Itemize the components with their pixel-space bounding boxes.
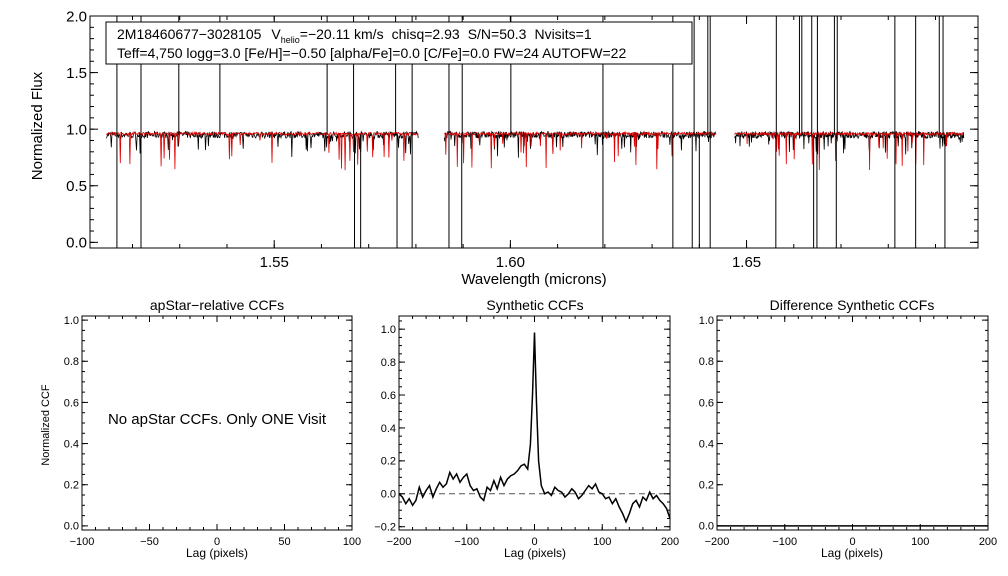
synthetic-ccf-panel: Synthetic CCFs −200 −100 0 100 200 −0.2 0.0 0.2… — [374, 297, 679, 560]
difference-ccf-title: Difference Synthetic CCFs — [770, 297, 935, 313]
difference-ccf-x-tick-label: 200 — [979, 536, 997, 548]
difference-ccf-frame — [716, 315, 989, 531]
difference-ccf-y-tick-label: 0.4 — [699, 438, 714, 450]
synthetic-model-line — [106, 130, 419, 171]
observed-spectrum-line — [106, 130, 419, 158]
synthetic-ccf-x-tick-label: −100 — [454, 536, 479, 548]
spectrum-y-tick-label: 0.0 — [66, 235, 87, 252]
synthetic-ccf-x-tick-label: 100 — [593, 536, 611, 548]
synthetic-ccf-title: Synthetic CCFs — [486, 297, 583, 313]
snr-value: S/N=50.3 — [468, 26, 527, 42]
difference-ccf-y-tick-label: 1.0 — [699, 315, 714, 327]
difference-ccf-x-label: Lag (pixels) — [821, 546, 883, 560]
spectrum-y-tick-label: 1.5 — [66, 65, 87, 82]
synthetic-ccf-x-tick-label: 200 — [661, 536, 679, 548]
apstar-ccf-x-tick-label: −50 — [140, 536, 159, 548]
synthetic-model-line — [734, 131, 965, 171]
info-line-2: Teff=4,750 logg=3.0 [Fe/H]=−0.50 [alpha/… — [117, 45, 626, 61]
info-box — [105, 21, 693, 65]
apstar-ccf-y-tick-label: 1.0 — [64, 315, 79, 327]
apstar-ccf-y-tick-label: 0.2 — [64, 480, 79, 492]
apstar-ccf-x-tick-label: 100 — [343, 536, 361, 548]
synthetic-model-line — [443, 130, 717, 170]
synthetic-ccf-data-layer — [398, 332, 671, 524]
spectrum-y-tick-label: 2.0 — [66, 8, 87, 25]
synthetic-ccf-x-label: Lag (pixels) — [504, 546, 566, 560]
difference-ccf-y-tick-label: 0.6 — [699, 397, 714, 409]
synthetic-ccf-line — [398, 332, 671, 524]
difference-ccf-x-tick-label: −100 — [772, 536, 797, 548]
difference-ccf-x-tick-label: −200 — [705, 536, 730, 548]
synthetic-ccf-y-tick-label: 0.0 — [381, 489, 396, 501]
apstar-ccf-y-tick-label: 0.6 — [64, 397, 79, 409]
spectrum-x-tick-label: 1.65 — [732, 254, 761, 271]
difference-ccf-x-tick-label: 0 — [849, 536, 855, 548]
observed-spectrum-line — [443, 130, 717, 158]
apstar-ccf-axes: −100 −50 0 50 100 0.0 0.2 0.4 0.6 0.8 1.0 — [64, 315, 361, 548]
synthetic-ccf-y-tick-label: −0.2 — [374, 522, 396, 534]
difference-ccf-axes: −200 −100 0 100 200 0.0 0.2 0.4 0.6 0.8 1.0 — [699, 315, 997, 548]
synthetic-ccf-axes: −200 −100 0 100 200 −0.2 0.0 0.2 0.4 0.6 0.8 1.0 — [374, 315, 679, 548]
vhelio-value: =−20.11 km/s — [300, 26, 384, 42]
spectrum-y-tick-label: 1.0 — [66, 121, 87, 138]
difference-ccf-y-tick-label: 0.8 — [699, 356, 714, 368]
spectrum-y-tick-label: 0.5 — [66, 178, 87, 195]
vhelio-subscript: helio — [281, 35, 300, 45]
difference-ccf-x-tick-label: 100 — [911, 536, 929, 548]
spectrum-frame — [89, 15, 979, 249]
apstar-ccf-panel: apStar−relative CCFs −100 −50 0 50 100 0.0 0.2… — [40, 297, 361, 560]
synthetic-ccf-y-tick-label: 0.2 — [381, 456, 396, 468]
apstar-ccf-x-tick-label: −100 — [70, 536, 95, 548]
star-id: 2M18460677−3028105 — [117, 26, 262, 42]
spectrum-y-label: Normalized Flux — [29, 71, 46, 180]
apstar-ccf-x-tick-label: 50 — [278, 536, 290, 548]
vhelio-label: V — [271, 26, 281, 42]
synthetic-ccf-x-tick-label: 0 — [531, 536, 537, 548]
apstar-ccf-annotation: No apStar CCFs. Only ONE Visit — [108, 411, 327, 428]
chisq-value: chisq=2.93 — [392, 26, 460, 42]
synthetic-ccf-y-tick-label: 0.6 — [381, 390, 396, 402]
spectrum-panel: 1.55 1.60 1.65 0.0 0.5 1.0 1.5 2.0 2M18460677−3… — [29, 8, 979, 288]
synthetic-ccf-y-tick-label: 0.8 — [381, 357, 396, 369]
difference-ccf-y-tick-label: 0.0 — [699, 521, 714, 533]
synthetic-ccf-y-tick-label: 1.0 — [381, 324, 396, 336]
synthetic-ccf-y-tick-label: 0.4 — [381, 423, 396, 435]
apstar-ccf-y-tick-label: 0.8 — [64, 356, 79, 368]
apstar-ccf-x-label: Lag (pixels) — [186, 546, 248, 560]
synthetic-ccf-x-tick-label: −200 — [387, 536, 412, 548]
spectrum-axes: 1.55 1.60 1.65 0.0 0.5 1.0 1.5 2.0 — [66, 8, 979, 271]
apstar-ccf-y-tick-label: 0.4 — [64, 438, 79, 450]
apstar-ccf-title: apStar−relative CCFs — [150, 297, 284, 313]
difference-ccf-panel: Difference Synthetic CCFs −200 −100 0 100 20… — [699, 297, 997, 560]
apstar-ccf-y-label: Normalized CCF — [40, 384, 52, 466]
info-line-1: 2M18460677−3028105 Vhelio=−20.11 km/s chis… — [117, 26, 592, 45]
spectrum-x-tick-label: 1.60 — [496, 254, 525, 271]
difference-ccf-y-tick-label: 0.2 — [699, 480, 714, 492]
spectrum-x-tick-label: 1.55 — [260, 254, 289, 271]
spectrum-x-label: Wavelength (microns) — [461, 271, 606, 288]
apstar-ccf-x-tick-label: 0 — [214, 536, 220, 548]
apstar-ccf-y-tick-label: 0.0 — [64, 521, 79, 533]
nvisits-value: Nvisits=1 — [534, 26, 591, 42]
